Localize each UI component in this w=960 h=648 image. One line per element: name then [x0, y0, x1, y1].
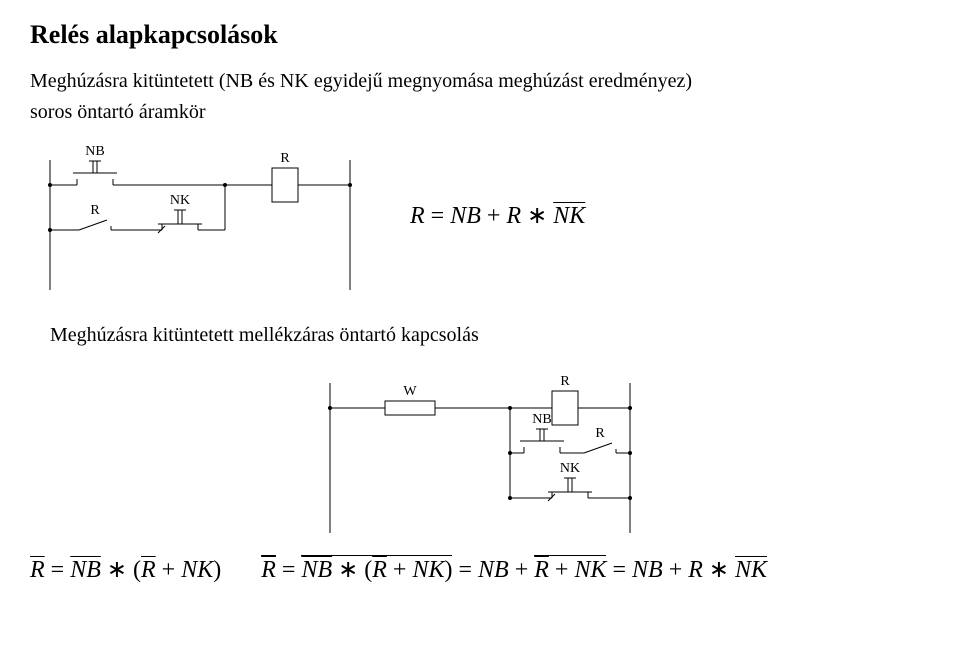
- svg-text:NK: NK: [560, 461, 580, 476]
- svg-text:R: R: [90, 203, 100, 218]
- section1-figure-row: NB R R NK R = NB + R ∗ NK: [30, 130, 930, 300]
- section1-text1: Meghúzásra kitüntetett (NB és NK egyidej…: [30, 68, 930, 95]
- svg-text:NB: NB: [85, 144, 104, 159]
- svg-text:R: R: [280, 151, 290, 166]
- equation2b: R = NB ∗ (R + NK) = NB + R + NK = NB + R…: [261, 555, 767, 584]
- svg-text:NB: NB: [532, 412, 551, 427]
- equation-row: R = NB ∗ (R + NK) R = NB ∗ (R + NK) = NB…: [30, 555, 930, 584]
- svg-text:R: R: [595, 426, 605, 441]
- svg-text:R: R: [560, 374, 570, 389]
- section2-heading: Meghúzásra kitüntetett mellékzáras öntar…: [50, 322, 930, 349]
- svg-text:NK: NK: [170, 193, 190, 208]
- circuit2-svg: W R NB R NK: [310, 353, 650, 543]
- circuit1-svg: NB R R NK: [30, 130, 370, 300]
- equation2a: R = NB ∗ (R + NK): [30, 555, 221, 584]
- section1-text2: soros öntartó áramkör: [30, 99, 930, 126]
- equation1: R = NB + R ∗ NK: [410, 201, 585, 230]
- page-title: Relés alapkapcsolások: [30, 20, 930, 50]
- svg-text:W: W: [403, 384, 417, 399]
